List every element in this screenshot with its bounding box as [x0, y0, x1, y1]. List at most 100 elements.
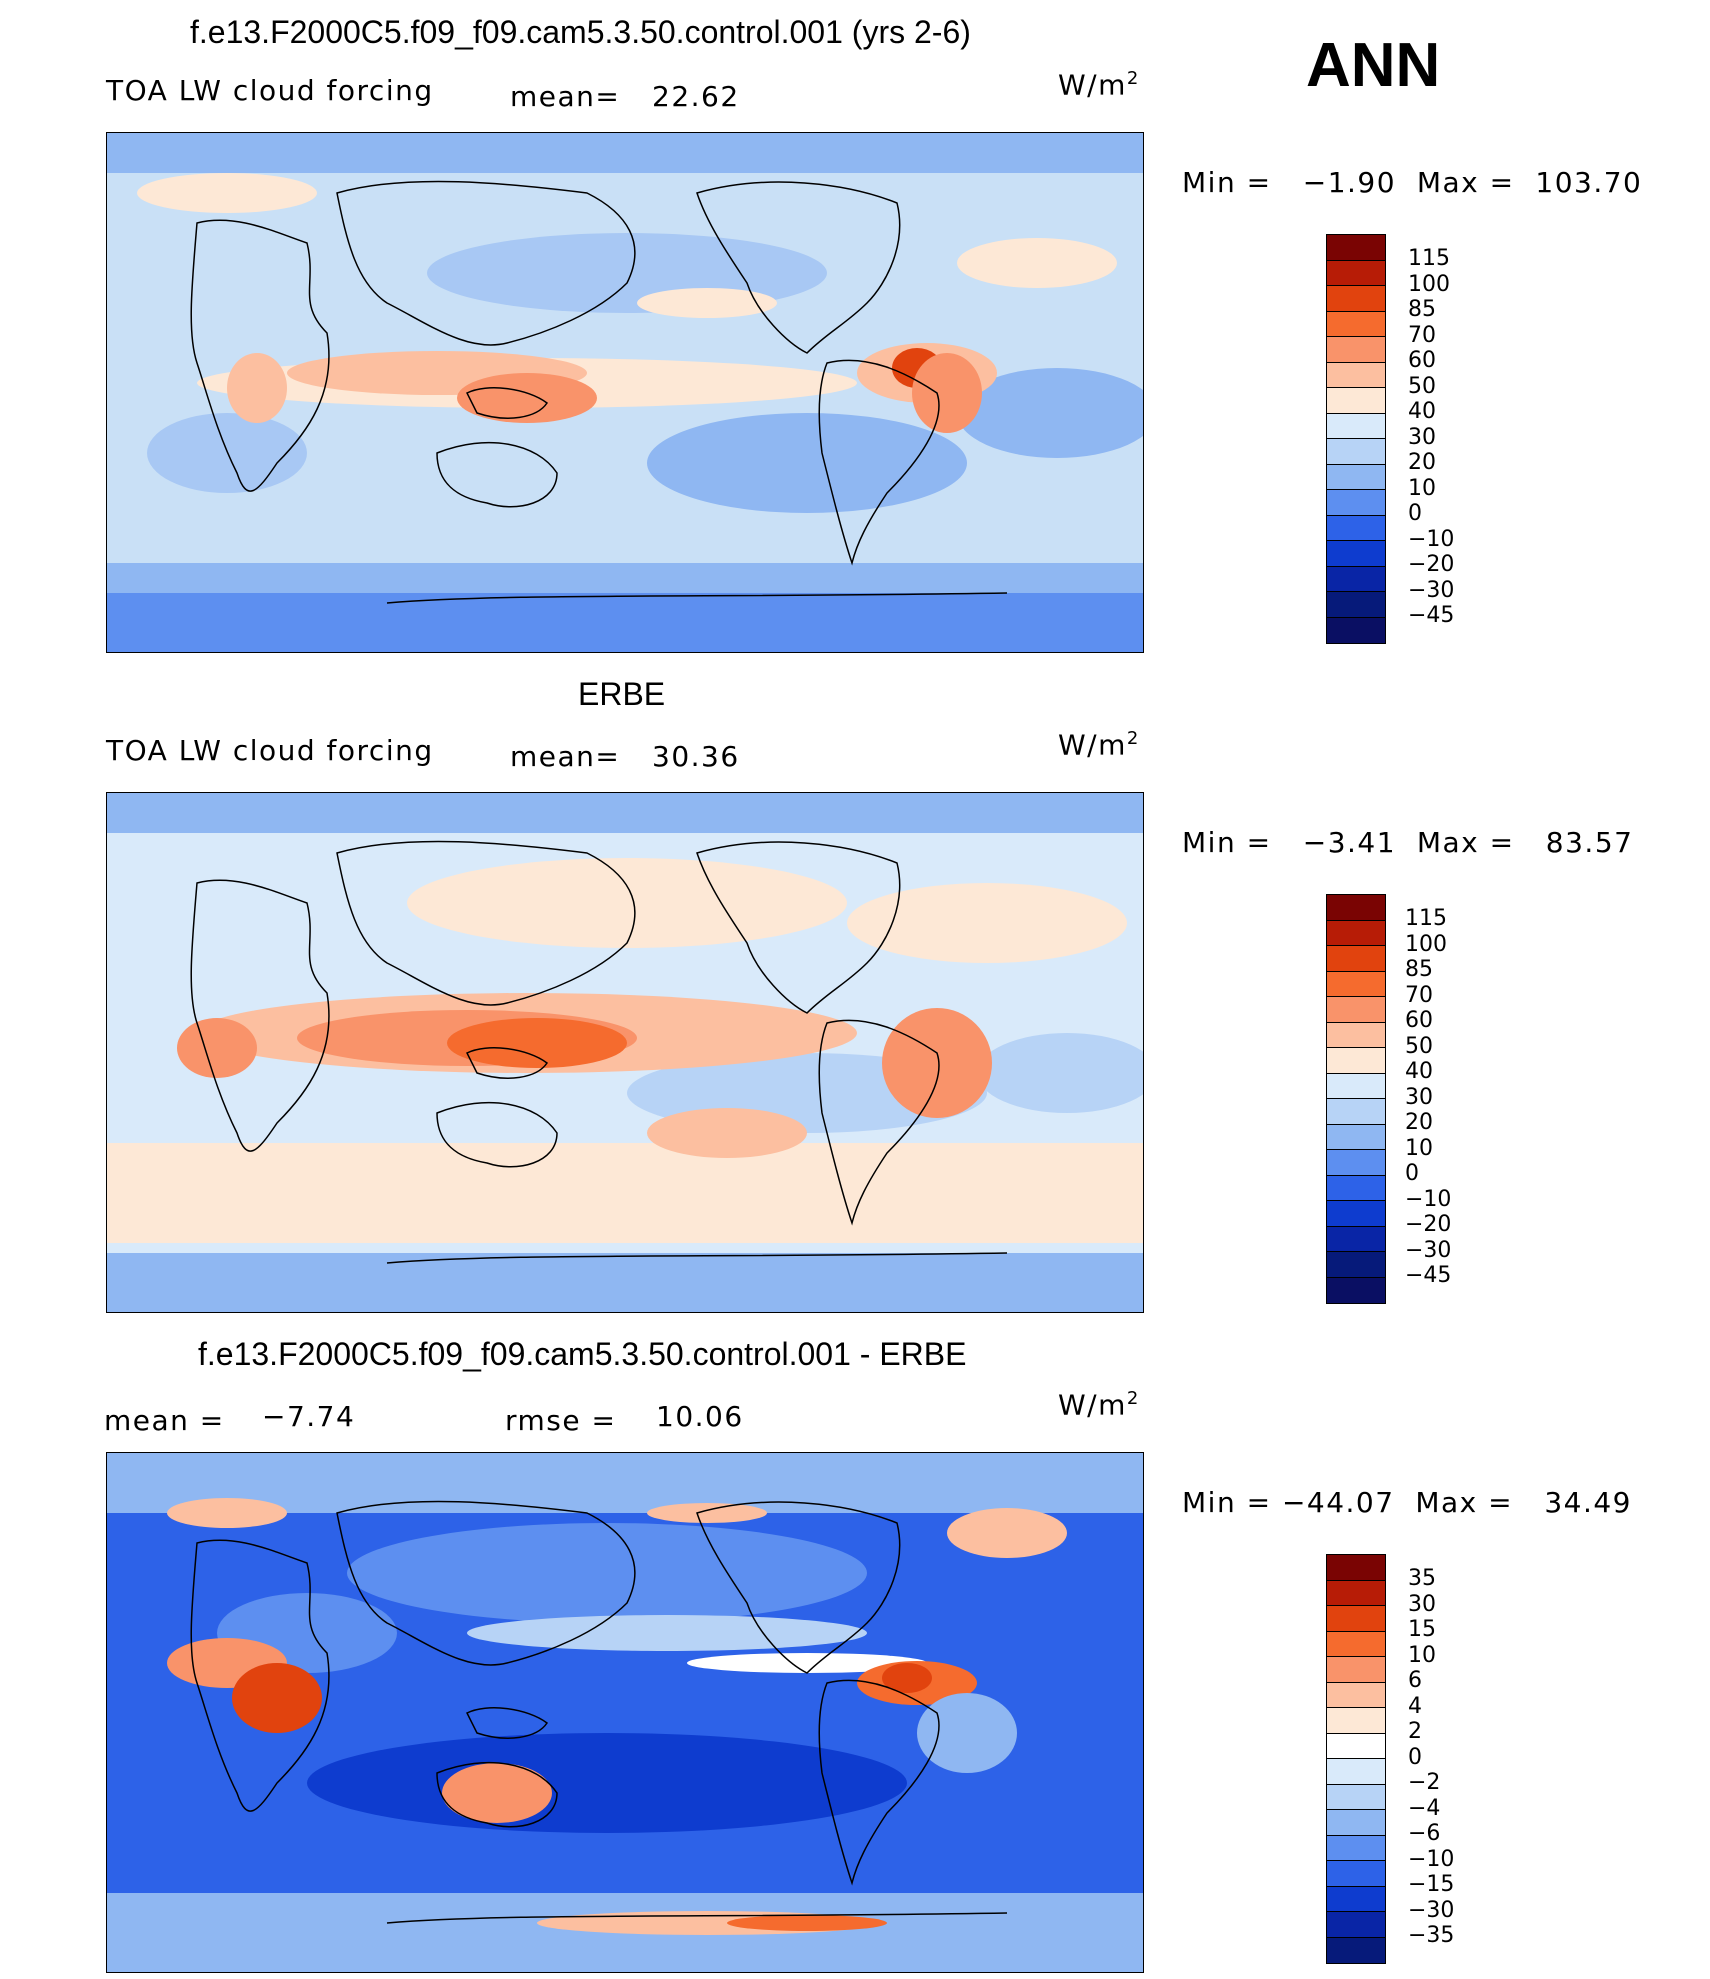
colorbar-label: −35 — [1408, 1923, 1455, 1948]
panel3-mean-value: −7.74 — [262, 1400, 356, 1433]
panel1-colorbar-labels: 115 100 85 70 60 50 40 30 20 10 0 −10 −2… — [1408, 246, 1454, 629]
panel2-title: ERBE — [578, 676, 666, 712]
colorbar-swatch — [1327, 617, 1385, 643]
colorbar-label: −4 — [1408, 1795, 1441, 1821]
colorbar-label: 40 — [1408, 399, 1436, 424]
colorbar-label: −10 — [1405, 1186, 1452, 1212]
colorbar-label: 100 — [1405, 931, 1447, 957]
panel3-map — [106, 1452, 1144, 1973]
colorbar-swatch — [1327, 515, 1385, 541]
colorbar-swatch — [1327, 592, 1385, 618]
colorbar-swatch — [1327, 388, 1385, 414]
panel3-units: W/m2 — [1058, 1388, 1140, 1422]
colorbar-swatch — [1327, 1886, 1385, 1912]
colorbar-swatch — [1327, 1150, 1385, 1176]
colorbar-label: 115 — [1405, 906, 1447, 931]
colorbar-label: 30 — [1405, 1084, 1433, 1110]
colorbar-swatch — [1327, 1657, 1385, 1683]
panel2-variable: TOA LW cloud forcing — [106, 734, 434, 767]
panel1-units: W/m2 — [1058, 68, 1140, 102]
colorbar-label: 4 — [1408, 1693, 1422, 1719]
panel2-mean-label: mean= — [510, 740, 621, 773]
colorbar-label: 0 — [1408, 501, 1422, 526]
panel3-rmse-value: 10.06 — [656, 1400, 744, 1433]
colorbar-label: −2 — [1408, 1770, 1441, 1795]
panel3-title: f.e13.F2000C5.f09_f09.cam5.3.50.control.… — [198, 1336, 967, 1372]
panel1-title: f.e13.F2000C5.f09_f09.cam5.3.50.control.… — [190, 14, 971, 50]
colorbar-label: 6 — [1408, 1668, 1422, 1693]
colorbar-swatch — [1327, 1022, 1385, 1048]
colorbar-label: 40 — [1405, 1059, 1433, 1084]
panel1-variable: TOA LW cloud forcing — [106, 74, 434, 107]
colorbar-label: −30 — [1408, 1897, 1455, 1923]
panel3-colorbar — [1326, 1554, 1386, 1964]
colorbar-swatch — [1327, 1937, 1385, 1963]
colorbar-label: 30 — [1408, 1591, 1436, 1617]
colorbar-label: 60 — [1405, 1008, 1433, 1033]
colorbar-swatch — [1327, 1810, 1385, 1836]
colorbar-label: −45 — [1408, 603, 1455, 628]
colorbar-swatch — [1327, 1733, 1385, 1759]
panel3-minmax: Min = −44.07 Max = 34.49 — [1182, 1486, 1632, 1519]
colorbar-swatch — [1327, 235, 1385, 261]
colorbar-swatch — [1327, 490, 1385, 516]
colorbar-swatch — [1327, 311, 1385, 337]
colorbar-swatch — [1327, 1252, 1385, 1278]
panel3-colorbar-labels: 35 30 15 10 6 4 2 0 −2 −4 −6 −10 −15 −30… — [1408, 1566, 1454, 1949]
colorbar-swatch — [1327, 1124, 1385, 1150]
colorbar-swatch — [1327, 464, 1385, 490]
panel2-mean-value: 30.36 — [652, 740, 740, 773]
colorbar-label: −30 — [1408, 577, 1455, 603]
panel1-mean-value: 22.62 — [652, 80, 740, 113]
colorbar-label: −20 — [1408, 552, 1455, 577]
colorbar-swatch — [1327, 413, 1385, 439]
panel1-colorbar — [1326, 234, 1386, 644]
colorbar-swatch — [1327, 1759, 1385, 1785]
colorbar-swatch — [1327, 566, 1385, 592]
colorbar-label: 50 — [1405, 1033, 1433, 1059]
colorbar-label: −45 — [1405, 1263, 1452, 1288]
colorbar-swatch — [1327, 1201, 1385, 1227]
colorbar-swatch — [1327, 971, 1385, 997]
colorbar-label: 0 — [1408, 1744, 1422, 1770]
colorbar-label: 10 — [1408, 1642, 1436, 1668]
colorbar-label: 50 — [1408, 373, 1436, 399]
colorbar-swatch — [1327, 541, 1385, 567]
colorbar-swatch — [1327, 1099, 1385, 1125]
colorbar-swatch — [1327, 1555, 1385, 1581]
colorbar-label: 60 — [1408, 348, 1436, 373]
colorbar-label: 30 — [1408, 424, 1436, 450]
colorbar-label: 2 — [1408, 1719, 1422, 1744]
colorbar-label: −15 — [1408, 1872, 1455, 1897]
colorbar-label: 85 — [1405, 957, 1433, 982]
panel1-map — [106, 132, 1144, 653]
colorbar-swatch — [1327, 1175, 1385, 1201]
colorbar-label: 10 — [1405, 1135, 1433, 1161]
colorbar-swatch — [1327, 1073, 1385, 1099]
colorbar-swatch — [1327, 1682, 1385, 1708]
colorbar-swatch — [1327, 362, 1385, 388]
colorbar-swatch — [1327, 260, 1385, 286]
colorbar-label: 35 — [1408, 1566, 1436, 1591]
panel2-units: W/m2 — [1058, 728, 1140, 762]
colorbar-swatch — [1327, 1912, 1385, 1938]
panel3-mean-label: mean = — [104, 1404, 225, 1437]
colorbar-swatch — [1327, 1277, 1385, 1303]
panel2-map — [106, 792, 1144, 1313]
panel1-minmax: Min = −1.90 Max = 103.70 — [1182, 166, 1643, 199]
season-label: ANN — [1306, 31, 1441, 100]
colorbar-swatch — [1327, 946, 1385, 972]
panel3-rmse-label: rmse = — [505, 1404, 617, 1437]
colorbar-label: 20 — [1405, 1110, 1433, 1135]
colorbar-label: −10 — [1408, 526, 1455, 552]
colorbar-label: −20 — [1405, 1212, 1452, 1237]
colorbar-swatch — [1327, 1580, 1385, 1606]
panel2-colorbar-labels: 115 100 85 70 60 50 40 30 20 10 0 −10 −2… — [1405, 906, 1451, 1289]
panel2-minmax: Min = −3.41 Max = 83.57 — [1182, 826, 1634, 859]
colorbar-label: 70 — [1408, 322, 1436, 348]
colorbar-label: 15 — [1408, 1617, 1436, 1642]
colorbar-swatch — [1327, 920, 1385, 946]
colorbar-label: 20 — [1408, 450, 1436, 475]
colorbar-swatch — [1327, 1835, 1385, 1861]
colorbar-swatch — [1327, 1784, 1385, 1810]
